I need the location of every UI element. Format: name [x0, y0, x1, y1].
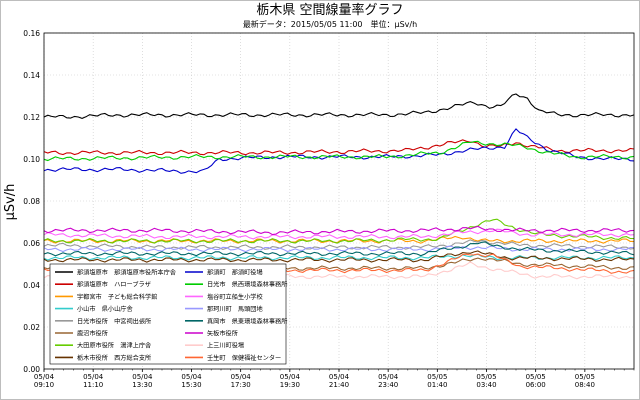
legend-entry: 栃木市役所 西方総合支所: [77, 354, 151, 362]
x-tick-time: 13:30: [132, 381, 152, 389]
series-line: [43, 228, 635, 240]
series-line: [43, 235, 634, 244]
x-tick-time: 15:30: [181, 381, 201, 389]
legend-entry: 小山市 県小山庁舎: [77, 305, 133, 313]
series-line: [43, 250, 635, 263]
x-tick-date: 05/04: [34, 373, 55, 381]
x-tick-date: 05/05: [526, 373, 546, 381]
series-line: [43, 245, 635, 253]
x-tick-time: 08:40: [575, 381, 595, 389]
legend-entry: 那須町 那須町役場: [207, 269, 263, 277]
chart-subtitle: 最新データ：2015/05/05 11:00 単位：μSv/h: [243, 19, 417, 29]
y-tick-label: 0.08: [23, 197, 40, 206]
series-line: [43, 225, 635, 236]
x-tick-date: 05/04: [83, 373, 104, 381]
y-tick-label: 0.04: [23, 281, 40, 290]
x-tick-date: 05/05: [427, 373, 447, 381]
x-tick-date: 05/05: [575, 373, 595, 381]
y-tick-label: 0.12: [23, 113, 40, 122]
legend-entry: 上三川町役場: [207, 342, 244, 350]
legend-entry: 日光市役所 中宮祠出張所: [77, 317, 151, 325]
series-line: [43, 241, 635, 257]
legend-entry: 真岡市 県東環境森林事務所: [207, 317, 287, 325]
legend-box: [49, 263, 287, 365]
y-tick-label: 0.16: [23, 29, 40, 38]
plot-border: [43, 32, 635, 370]
legend-entry: 大田原市役所 湯津上庁舎: [77, 342, 151, 350]
x-tick-time: 19:30: [280, 381, 300, 389]
y-axis-label: μSv/h: [3, 184, 18, 221]
x-tick-date: 05/04: [329, 373, 350, 381]
y-tick-label: 0.00: [23, 365, 40, 374]
legend-entry: 鹿沼市役所: [77, 330, 108, 338]
legend-entry: 宇都宮市 子ども総合科学館: [77, 293, 157, 301]
x-tick-time: 01:40: [427, 381, 447, 389]
x-tick-date: 05/04: [181, 373, 202, 381]
x-tick-time: 11:10: [83, 381, 103, 389]
series-line: [43, 140, 635, 162]
x-tick-time: 17:30: [231, 381, 251, 389]
x-tick-time: 06:00: [526, 381, 546, 389]
legend-entry: 那須塩原市 那須塩原市役所本庁舎: [77, 269, 176, 277]
legend-entry: 壬生町 保健福祉センター: [207, 354, 281, 362]
x-tick-time: 21:40: [329, 381, 349, 389]
legend-entry: 矢板市役所: [207, 330, 238, 338]
legend-entry: 塩谷町立船生小学校: [207, 293, 263, 301]
x-tick-date: 05/04: [280, 373, 301, 381]
x-tick-time: 23:40: [378, 381, 398, 389]
series-line: [43, 218, 635, 244]
legend-entry: 日光市 県西環境森林事務所: [207, 281, 287, 289]
x-tick-date: 05/05: [476, 373, 496, 381]
x-tick-time: 09:10: [34, 381, 54, 389]
y-tick-label: 0.14: [23, 71, 40, 80]
chart-title: 栃木県 空間線量率グラフ: [256, 2, 403, 18]
series-line: [43, 139, 635, 156]
y-tick-label: 0.02: [23, 323, 40, 332]
x-tick-date: 05/04: [378, 373, 399, 381]
y-tick-label: 0.10: [23, 155, 40, 164]
series-line: [43, 93, 635, 119]
x-tick-date: 05/04: [231, 373, 252, 381]
legend-entry: 那須塩原市 ハローブラザ: [77, 281, 151, 289]
x-tick-time: 03:40: [476, 381, 496, 389]
legend-entry: 那珂川町 馬頭団地: [207, 305, 263, 313]
y-tick-label: 0.06: [23, 239, 40, 248]
x-tick-date: 05/04: [132, 373, 153, 381]
series-line: [43, 253, 635, 261]
axes: 0.00 0.02 0.04 0.06 0.08 0.10 0.12 0.14 0.16 05/0…: [23, 29, 635, 389]
